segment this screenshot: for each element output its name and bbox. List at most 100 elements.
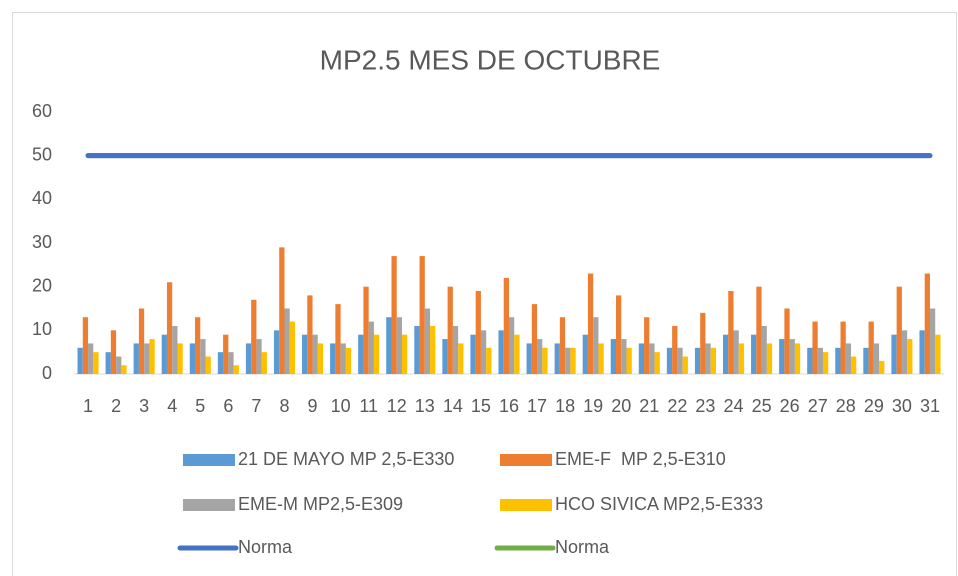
bar bbox=[666, 347, 673, 374]
bar bbox=[901, 330, 908, 374]
bar bbox=[121, 365, 127, 374]
bar bbox=[919, 330, 925, 374]
legend-label: EME-F MP 2,5-E310 bbox=[555, 449, 726, 469]
bar bbox=[822, 352, 829, 374]
bar bbox=[705, 343, 711, 374]
bar bbox=[526, 343, 532, 374]
bar bbox=[784, 308, 790, 374]
bar bbox=[138, 308, 145, 374]
bar bbox=[82, 317, 89, 374]
bar bbox=[133, 343, 139, 374]
x-tick-label: 7 bbox=[251, 396, 261, 416]
bar bbox=[812, 321, 818, 374]
x-tick-label: 18 bbox=[555, 396, 575, 416]
chart-title: MP2.5 MES DE OCTUBRE bbox=[320, 44, 661, 75]
bar bbox=[486, 347, 492, 374]
bar bbox=[638, 343, 645, 374]
bar bbox=[565, 347, 571, 374]
bar bbox=[452, 325, 459, 374]
bar bbox=[751, 334, 757, 374]
bar bbox=[358, 334, 364, 374]
bar bbox=[907, 339, 913, 374]
bar bbox=[330, 343, 336, 374]
bar bbox=[251, 299, 257, 374]
bar bbox=[794, 343, 801, 374]
bar bbox=[442, 339, 448, 374]
bar bbox=[851, 356, 857, 374]
bar bbox=[391, 256, 397, 374]
x-tick-label: 14 bbox=[443, 396, 463, 416]
x-tick-label: 9 bbox=[308, 396, 318, 416]
bar bbox=[335, 304, 341, 374]
y-tick-label: 60 bbox=[32, 101, 52, 121]
x-tick-label: 29 bbox=[864, 396, 884, 416]
bar bbox=[542, 347, 548, 374]
x-tick-label: 13 bbox=[415, 396, 435, 416]
bar bbox=[593, 317, 599, 374]
bar bbox=[233, 365, 239, 374]
x-tick-label: 27 bbox=[808, 396, 828, 416]
legend-swatch bbox=[183, 499, 235, 511]
x-tick-label: 19 bbox=[583, 396, 603, 416]
x-tick-label: 1 bbox=[83, 396, 93, 416]
bar bbox=[195, 317, 201, 374]
bar bbox=[200, 339, 206, 374]
bar bbox=[302, 334, 308, 374]
bar bbox=[430, 325, 436, 374]
bar bbox=[312, 334, 318, 374]
bar bbox=[835, 347, 841, 374]
bar bbox=[166, 282, 173, 374]
legend-label: Norma bbox=[555, 537, 610, 557]
bar bbox=[531, 304, 538, 374]
bar bbox=[414, 325, 420, 374]
bar bbox=[789, 339, 795, 374]
x-tick-label: 8 bbox=[279, 396, 289, 416]
x-tick-label: 6 bbox=[223, 396, 233, 416]
bar bbox=[863, 347, 869, 374]
x-tick-label: 2 bbox=[111, 396, 121, 416]
bar bbox=[582, 334, 588, 374]
bar bbox=[873, 343, 880, 374]
bar bbox=[868, 321, 874, 374]
legend-label: Norma bbox=[238, 537, 293, 557]
x-tick-label: 3 bbox=[139, 396, 149, 416]
bar bbox=[88, 343, 94, 374]
bar bbox=[615, 295, 622, 374]
bar bbox=[386, 317, 392, 374]
bar bbox=[498, 330, 504, 374]
bar bbox=[144, 343, 150, 374]
bar bbox=[537, 339, 543, 374]
x-tick-label: 10 bbox=[331, 396, 351, 416]
bar bbox=[610, 339, 616, 374]
x-tick-label: 11 bbox=[359, 396, 378, 416]
legend-label: 21 DE MAYO MP 2,5-E330 bbox=[238, 449, 454, 469]
x-tick-label: 31 bbox=[920, 396, 940, 416]
bar bbox=[845, 343, 852, 374]
bar bbox=[929, 308, 936, 374]
bar bbox=[340, 343, 346, 374]
bar bbox=[935, 334, 941, 374]
bar bbox=[424, 308, 431, 374]
y-tick-label: 40 bbox=[32, 188, 52, 208]
bar bbox=[363, 286, 369, 374]
bar bbox=[644, 317, 650, 374]
bar bbox=[598, 343, 604, 374]
bar bbox=[205, 356, 211, 374]
legend-swatch bbox=[500, 499, 552, 511]
bar bbox=[682, 356, 688, 374]
bar bbox=[626, 347, 632, 374]
x-tick-label: 28 bbox=[836, 396, 856, 416]
bar bbox=[807, 347, 813, 374]
bar bbox=[172, 325, 178, 374]
bar bbox=[317, 343, 324, 374]
bar bbox=[570, 347, 576, 374]
bar bbox=[93, 352, 99, 374]
x-tick-label: 12 bbox=[387, 396, 407, 416]
bar bbox=[110, 330, 117, 374]
bar bbox=[261, 352, 267, 374]
x-tick-label: 21 bbox=[639, 396, 659, 416]
bar bbox=[766, 343, 773, 374]
legend-label: HCO SIVICA MP2,5-E333 bbox=[555, 494, 763, 514]
x-tick-label: 16 bbox=[499, 396, 519, 416]
